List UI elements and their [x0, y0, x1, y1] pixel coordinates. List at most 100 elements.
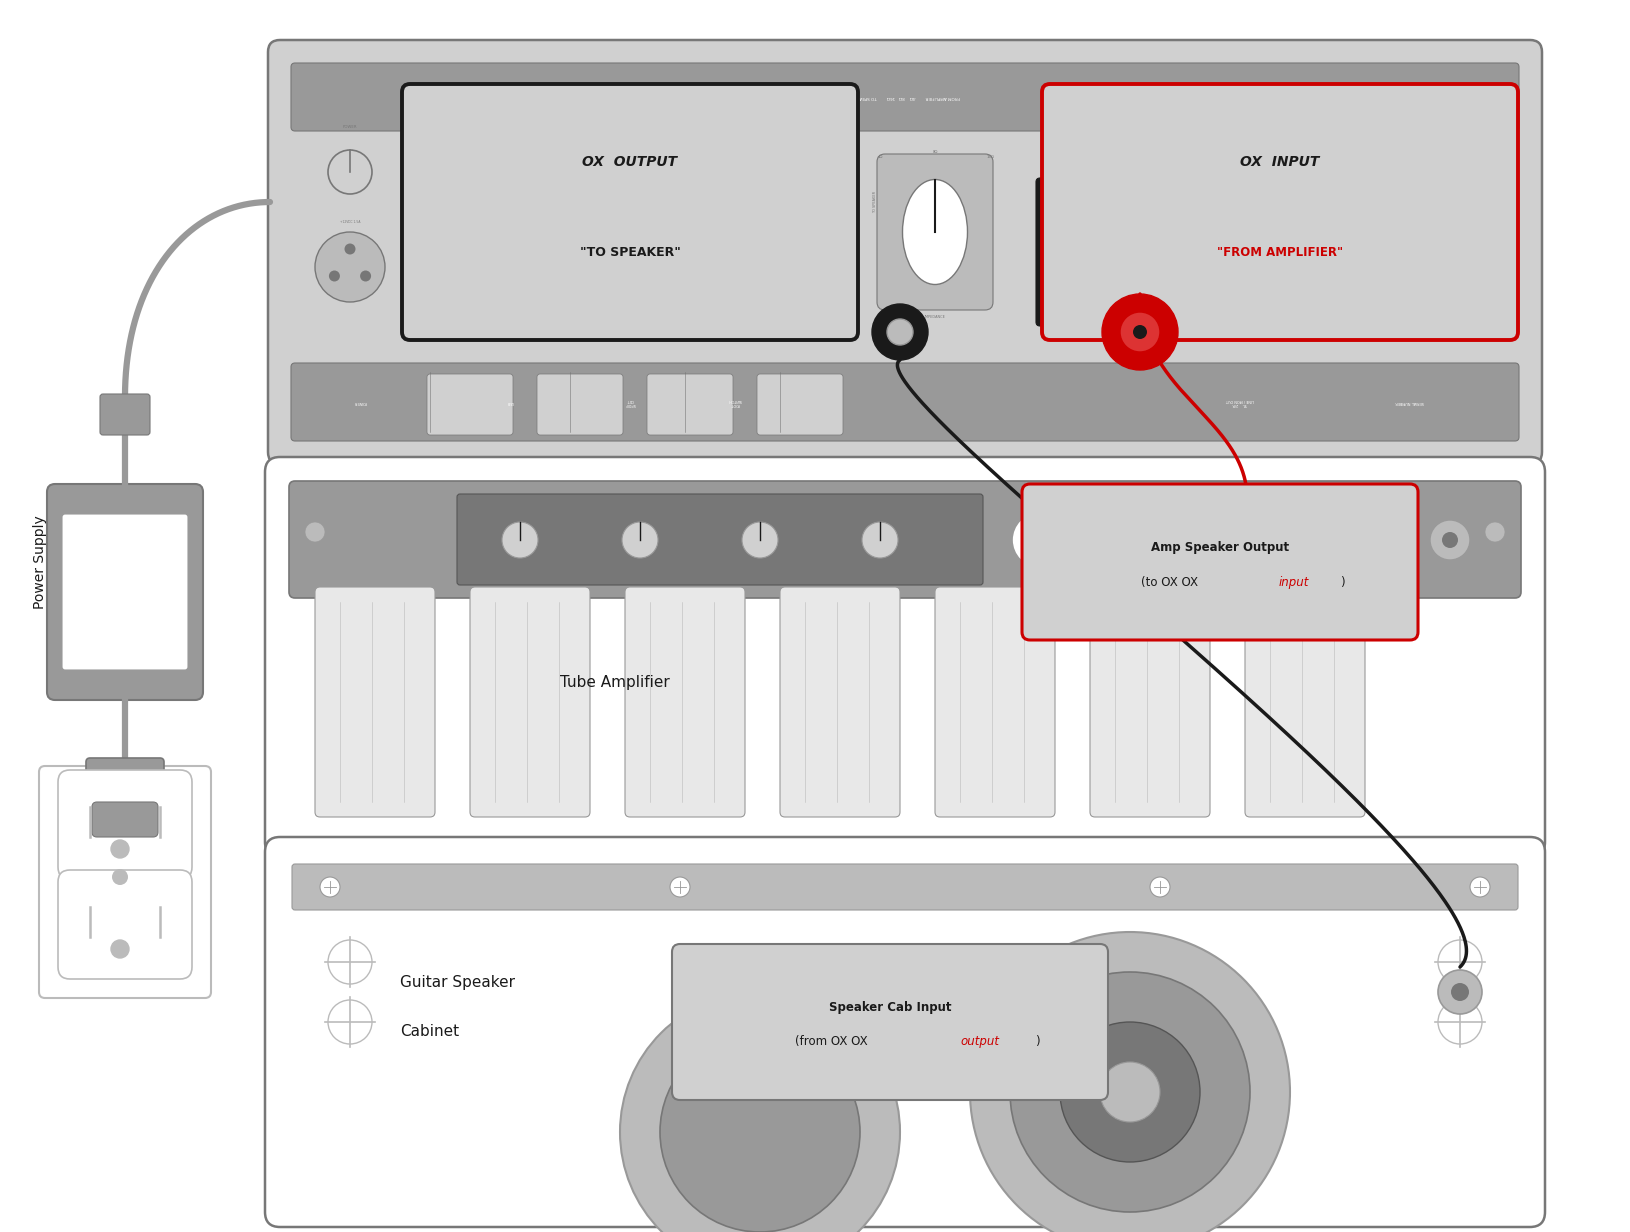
Text: INT.
SPKR.: INT. SPKR.	[1240, 495, 1249, 504]
FancyBboxPatch shape	[781, 586, 900, 817]
FancyBboxPatch shape	[62, 514, 187, 670]
Circle shape	[670, 877, 689, 897]
Text: "FROM AMPLIFIER": "FROM AMPLIFIER"	[1218, 245, 1343, 259]
FancyBboxPatch shape	[292, 63, 1519, 131]
FancyBboxPatch shape	[1042, 84, 1518, 340]
Text: output: output	[960, 1036, 999, 1048]
FancyBboxPatch shape	[756, 375, 843, 435]
Text: Power Supply: Power Supply	[33, 515, 47, 609]
FancyBboxPatch shape	[536, 375, 623, 435]
Text: OX  INPUT: OX INPUT	[1240, 155, 1320, 169]
FancyBboxPatch shape	[877, 154, 993, 310]
Text: IMPEDANCE: IMPEDANCE	[924, 315, 945, 319]
Circle shape	[1470, 877, 1490, 897]
Circle shape	[1312, 532, 1328, 548]
Circle shape	[660, 1032, 861, 1232]
Circle shape	[1025, 526, 1055, 554]
Circle shape	[1120, 312, 1161, 352]
Circle shape	[1438, 970, 1482, 1014]
FancyBboxPatch shape	[624, 586, 745, 817]
Circle shape	[623, 522, 659, 558]
Circle shape	[1301, 520, 1340, 561]
Circle shape	[111, 940, 129, 958]
FancyBboxPatch shape	[1245, 586, 1364, 817]
Circle shape	[1451, 983, 1469, 1000]
Text: FOOT
SWITCH: FOOT SWITCH	[729, 398, 742, 407]
Circle shape	[1377, 532, 1394, 548]
Text: POWER: POWER	[354, 400, 367, 404]
Circle shape	[619, 992, 900, 1232]
FancyBboxPatch shape	[1037, 177, 1154, 326]
Circle shape	[1169, 533, 1182, 547]
Text: FROM AMPLIFIER        4Ω    8Ω   16Ω        TO SPEAKER: FROM AMPLIFIER 4Ω 8Ω 16Ω TO SPEAKER	[851, 95, 960, 99]
Circle shape	[1060, 1023, 1200, 1162]
Circle shape	[1157, 522, 1193, 558]
Circle shape	[1485, 522, 1504, 542]
FancyBboxPatch shape	[1022, 484, 1418, 639]
FancyBboxPatch shape	[647, 375, 734, 435]
Circle shape	[742, 522, 778, 558]
Circle shape	[502, 522, 538, 558]
FancyBboxPatch shape	[292, 363, 1519, 441]
Ellipse shape	[903, 180, 968, 285]
Text: 4Ω: 4Ω	[877, 155, 883, 159]
Text: FROM AMPLIFIER: FROM AMPLIFIER	[1169, 207, 1172, 237]
Text: input: input	[1278, 575, 1309, 589]
FancyBboxPatch shape	[267, 39, 1542, 464]
FancyBboxPatch shape	[266, 457, 1545, 857]
Circle shape	[872, 304, 927, 360]
Circle shape	[862, 522, 898, 558]
Text: USB: USB	[507, 400, 513, 404]
Text: (to OX OX: (to OX OX	[1141, 575, 1201, 589]
Circle shape	[1100, 1062, 1161, 1122]
Text: Amp Speaker Output: Amp Speaker Output	[1151, 541, 1289, 553]
Text: +12VDC 1.5A: +12VDC 1.5A	[339, 221, 360, 224]
Circle shape	[329, 271, 341, 281]
FancyBboxPatch shape	[469, 586, 590, 817]
Circle shape	[1092, 522, 1128, 558]
Circle shape	[305, 522, 324, 542]
Text: TO SPEAKER: TO SPEAKER	[874, 191, 877, 213]
Text: POWER: POWER	[342, 124, 357, 129]
Circle shape	[1102, 294, 1178, 370]
FancyBboxPatch shape	[266, 837, 1545, 1227]
Text: S/PDIF
OUT: S/PDIF OUT	[624, 398, 636, 407]
FancyBboxPatch shape	[99, 394, 150, 435]
FancyBboxPatch shape	[1090, 586, 1209, 817]
Text: Guitar Speaker: Guitar Speaker	[399, 975, 515, 989]
FancyBboxPatch shape	[59, 770, 192, 878]
Text: Speaker Cab Input: Speaker Cab Input	[828, 1000, 952, 1014]
Text: SERIAL NUMBER: SERIAL NUMBER	[1395, 400, 1425, 404]
Circle shape	[344, 244, 355, 255]
FancyBboxPatch shape	[59, 870, 192, 979]
Text: 8Ω: 8Ω	[932, 150, 937, 154]
Text: T/L    2/R
LINE / MON OUT: T/L 2/R LINE / MON OUT	[1226, 398, 1253, 407]
Text: 16Ω: 16Ω	[986, 155, 994, 159]
Circle shape	[319, 877, 341, 897]
Circle shape	[1443, 532, 1457, 548]
FancyBboxPatch shape	[936, 586, 1055, 817]
Circle shape	[970, 931, 1289, 1232]
Text: 150W
RMS
MAX
!: 150W RMS MAX !	[1087, 230, 1102, 254]
FancyBboxPatch shape	[86, 758, 165, 811]
Text: Tube Amplifier: Tube Amplifier	[561, 674, 670, 690]
Circle shape	[360, 271, 372, 281]
FancyBboxPatch shape	[39, 766, 210, 998]
FancyBboxPatch shape	[292, 864, 1518, 910]
FancyBboxPatch shape	[427, 375, 513, 435]
Circle shape	[1364, 520, 1405, 561]
Text: OX  OUTPUT: OX OUTPUT	[582, 155, 678, 169]
FancyBboxPatch shape	[403, 84, 857, 340]
Text: MADE IN CHINA: MADE IN CHINA	[1478, 315, 1501, 319]
Circle shape	[1104, 533, 1117, 547]
Circle shape	[315, 232, 385, 302]
Text: SERIAL NUMBER: SERIAL NUMBER	[1446, 230, 1475, 234]
Circle shape	[1011, 972, 1250, 1212]
Circle shape	[1237, 532, 1253, 548]
Text: ): )	[1035, 1036, 1040, 1048]
Circle shape	[1430, 520, 1470, 561]
FancyBboxPatch shape	[456, 494, 983, 585]
FancyBboxPatch shape	[289, 480, 1521, 598]
Circle shape	[887, 319, 913, 345]
Text: Cabinet: Cabinet	[399, 1025, 460, 1040]
